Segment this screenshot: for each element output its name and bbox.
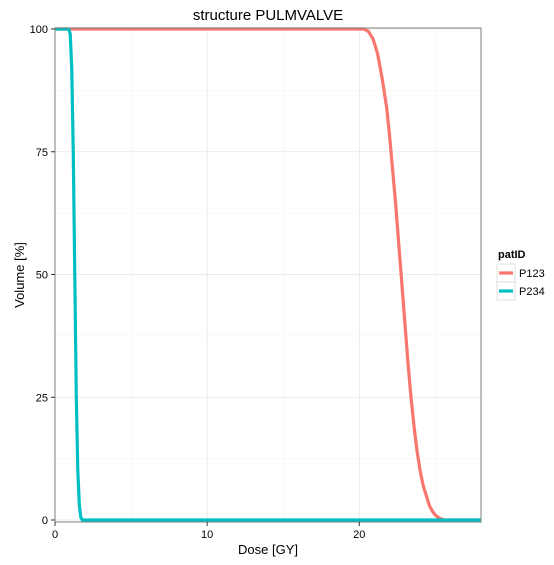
y-axis-title: Volume [%] bbox=[12, 242, 27, 308]
series-line-p123 bbox=[55, 27, 481, 522]
legend-items: P123 P234 bbox=[496, 263, 545, 301]
y-tick-label: 75 bbox=[36, 147, 48, 159]
plot-background bbox=[55, 28, 481, 522]
x-tick-label: 20 bbox=[353, 529, 365, 541]
y-tick-label: 100 bbox=[30, 24, 48, 36]
series-lines bbox=[55, 27, 481, 522]
plot-area bbox=[54, 27, 482, 523]
legend-label-p234: P234 bbox=[519, 286, 545, 298]
y-tick-label: 0 bbox=[42, 515, 48, 527]
series-line-p234 bbox=[55, 27, 481, 522]
y-tick-label: 25 bbox=[36, 392, 48, 404]
chart-title: structure PULMVALVE bbox=[193, 7, 343, 24]
legend: patID P123 P234 bbox=[496, 249, 545, 301]
y-tick-label: 50 bbox=[36, 270, 48, 282]
x-axis: 0 10 20 bbox=[52, 522, 365, 541]
y-axis: 0 25 50 75 100 bbox=[30, 24, 55, 527]
grid-minor bbox=[55, 28, 481, 522]
x-axis-title: Dose [GY] bbox=[238, 542, 298, 557]
x-tick-label: 0 bbox=[52, 529, 58, 541]
legend-title: patID bbox=[498, 249, 526, 261]
x-tick-label: 10 bbox=[201, 529, 213, 541]
legend-label-p123: P123 bbox=[519, 268, 545, 280]
